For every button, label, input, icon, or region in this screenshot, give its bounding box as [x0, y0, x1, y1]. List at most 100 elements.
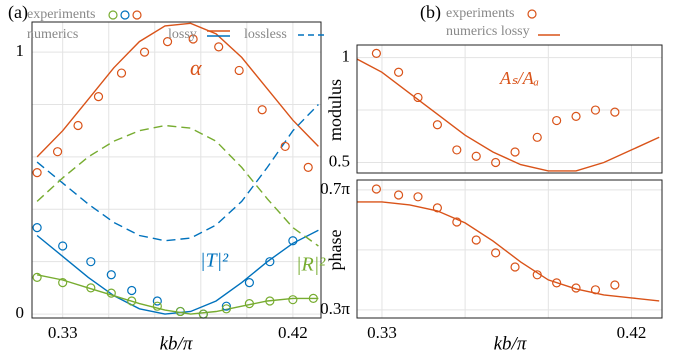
data-point [127, 285, 137, 296]
data-point [393, 190, 404, 200]
annotation: |T|² [200, 250, 229, 272]
data-point [552, 115, 562, 126]
data-point [32, 168, 42, 178]
data-point [106, 270, 116, 280]
x-tick-label: 0.42 [617, 323, 647, 342]
data-point [303, 162, 313, 172]
data-point [93, 92, 104, 102]
annotation: Aₛ/Aₐ [499, 68, 539, 88]
data-point [86, 283, 96, 293]
legend-text: lossless [244, 27, 287, 42]
y-tick-label: 0.5 [329, 151, 350, 170]
y-tick-label: 1 [16, 41, 25, 60]
legend-marker [527, 9, 537, 19]
y-tick-label: 1 [342, 46, 351, 65]
line-series [36, 229, 319, 315]
data-point [265, 257, 275, 267]
panel-label: (a) [8, 2, 28, 23]
legend-marker [108, 10, 118, 20]
legend-marker [120, 10, 130, 20]
data-point [175, 306, 185, 317]
data-point [234, 65, 244, 76]
data-point [413, 92, 423, 103]
line-series [36, 104, 319, 242]
data-point [152, 296, 162, 306]
data-point [52, 147, 63, 157]
data-point [590, 285, 601, 295]
data-point [106, 288, 116, 298]
plot-frame [31, 21, 322, 319]
data-point [571, 111, 581, 121]
data-point [73, 120, 83, 131]
data-point [288, 236, 298, 246]
legend-marker [132, 10, 142, 20]
data-point [221, 301, 231, 311]
data-point [432, 120, 443, 130]
data-point [32, 223, 42, 233]
data-point [371, 184, 382, 194]
legend-text: numerics [27, 27, 78, 42]
data-point [86, 257, 96, 267]
data-point [432, 203, 443, 213]
data-point [413, 192, 423, 202]
panel: 0.33 0.42 0.3π 0.7π kb/π phase [320, 179, 663, 354]
data-point [532, 270, 542, 280]
data-point [58, 278, 68, 288]
data-point [214, 42, 224, 52]
y-tick-label: 0 [16, 303, 25, 322]
data-point [452, 217, 462, 227]
data-point [280, 141, 290, 152]
data-point [510, 262, 520, 272]
data-point [152, 301, 162, 311]
y-axis-label: modulus [325, 79, 345, 141]
data-point [244, 278, 254, 288]
legend-text: numerics lossy [446, 24, 530, 39]
x-tick-label: 0.33 [48, 323, 78, 342]
data-point [221, 304, 231, 314]
plot-frame [356, 179, 663, 319]
data-point [610, 107, 620, 117]
panel-label: (b) [420, 2, 441, 23]
data-point [371, 48, 382, 58]
data-point [127, 296, 137, 306]
data-point [308, 293, 318, 303]
data-point [188, 34, 198, 44]
annotation: α [190, 55, 202, 80]
annotation: |R|² [296, 254, 326, 276]
data-point [452, 145, 462, 155]
line-series [36, 124, 319, 247]
data-point [571, 283, 581, 293]
data-point [491, 157, 501, 168]
data-point [610, 280, 620, 290]
data-point [510, 147, 520, 157]
data-point [58, 241, 68, 251]
data-point [532, 132, 542, 142]
y-tick-label: 0.7π [320, 179, 350, 198]
x-tick-label: 0.42 [278, 323, 308, 342]
y-axis-label: phase [325, 229, 345, 270]
line-series [36, 22, 319, 158]
panel: 0.33 0.42 0 1 (a) kb/π experiments numerics loss… [8, 2, 326, 354]
data-point [471, 151, 481, 161]
data-point [116, 68, 127, 78]
data-point [288, 295, 298, 305]
legend-text: experiments [446, 6, 514, 21]
y-tick-label: 0.3π [320, 299, 350, 318]
data-point [32, 272, 42, 282]
data-point [139, 47, 150, 57]
line-series [357, 58, 660, 172]
x-axis-label: kb/π [494, 333, 527, 354]
data-point [471, 235, 481, 245]
data-point [265, 296, 275, 306]
data-point [590, 105, 601, 115]
line-series [357, 201, 660, 302]
panel: 0.5 1 (b) modulus experiments numerics lossy A… [325, 2, 663, 174]
data-point [257, 105, 267, 115]
plot-frame [356, 44, 663, 174]
x-axis-label: kb/π [160, 333, 193, 354]
legend-text: lossy [168, 27, 197, 42]
legend-text: experiments [27, 7, 95, 22]
data-point [244, 298, 254, 309]
